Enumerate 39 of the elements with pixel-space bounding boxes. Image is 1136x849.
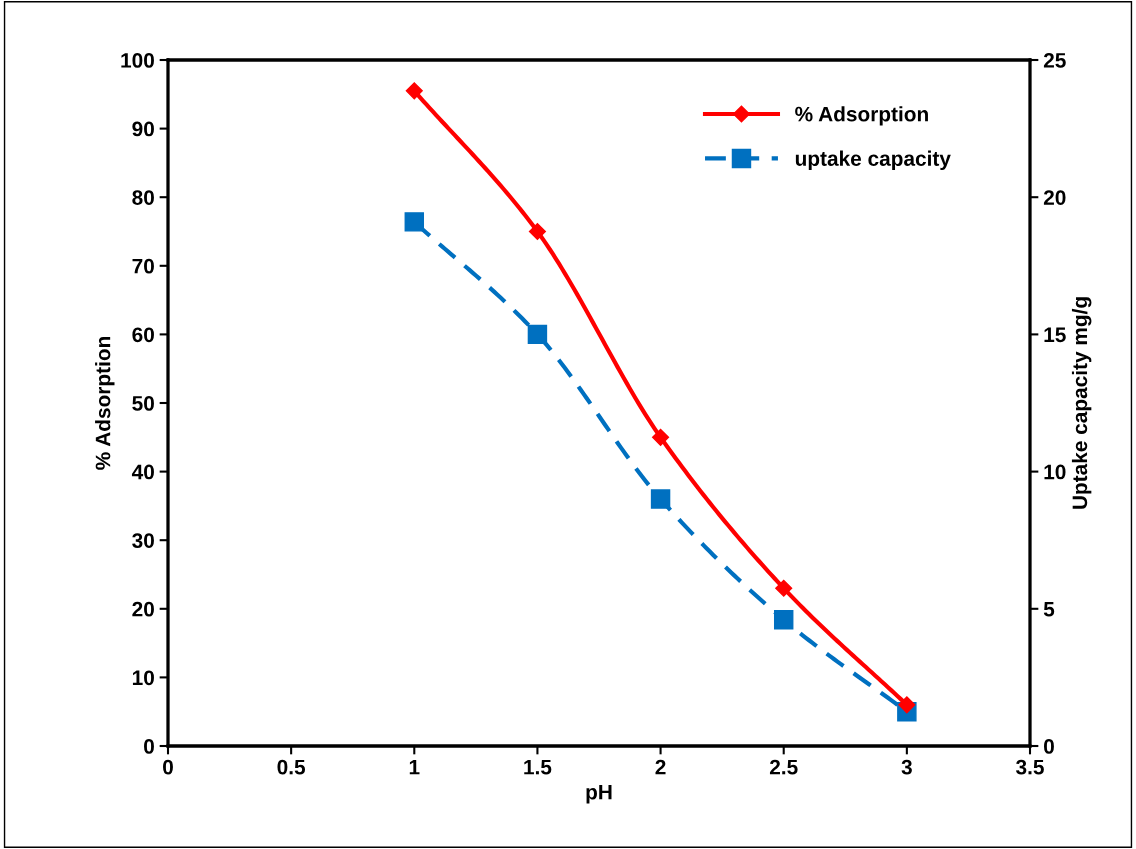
point <box>404 212 425 232</box>
y-tick-label: 90 <box>132 121 154 137</box>
x-tick-label: 1 <box>409 759 420 775</box>
y2-tick-label: 20 <box>1043 190 1066 205</box>
y-tick-label: 0 <box>144 739 154 754</box>
y-tick-label: 100 <box>121 53 154 68</box>
x-tick-label: 3.5 <box>1016 759 1044 775</box>
point <box>528 222 546 241</box>
x-tick-label: 3 <box>901 759 912 775</box>
y-tick-label: 30 <box>132 533 154 548</box>
x-tick-label: 2 <box>655 759 666 775</box>
y-tick-label: 50 <box>132 396 154 411</box>
y2-tick-label: 15 <box>1044 327 1066 343</box>
point <box>405 82 423 100</box>
point <box>527 324 548 345</box>
point <box>775 579 793 597</box>
y2-axis-title: Uptake capacity mg/g <box>1071 297 1092 509</box>
y2-tick-label: 25 <box>1043 53 1066 68</box>
x-tick-label: 0 <box>163 759 173 775</box>
x-tick-label: 0.5 <box>277 759 306 775</box>
y2-tick-label: 0 <box>1044 739 1054 754</box>
y2-tick-label: 10 <box>1044 464 1066 480</box>
y-tick-label: 10 <box>132 670 154 686</box>
point <box>898 696 916 714</box>
x-tick-label: 1.5 <box>524 759 552 775</box>
y-tick-label: 60 <box>132 327 154 343</box>
y-axis-title: % Adsorption <box>95 336 115 470</box>
y-tick-label: 40 <box>131 464 154 480</box>
y2-tick-label: 5 <box>1043 602 1055 617</box>
y-tick-label: 80 <box>132 190 154 205</box>
y-tick-label: 70 <box>132 258 154 274</box>
legend-label: % Adsorption <box>795 106 928 126</box>
point <box>650 489 671 509</box>
point <box>773 610 794 630</box>
x-tick-label: 2.5 <box>769 759 798 775</box>
y-tick-label: 20 <box>132 601 154 617</box>
x-axis-title: pH <box>586 784 612 804</box>
point <box>652 428 670 446</box>
legend-label: uptake capacity <box>795 150 951 171</box>
